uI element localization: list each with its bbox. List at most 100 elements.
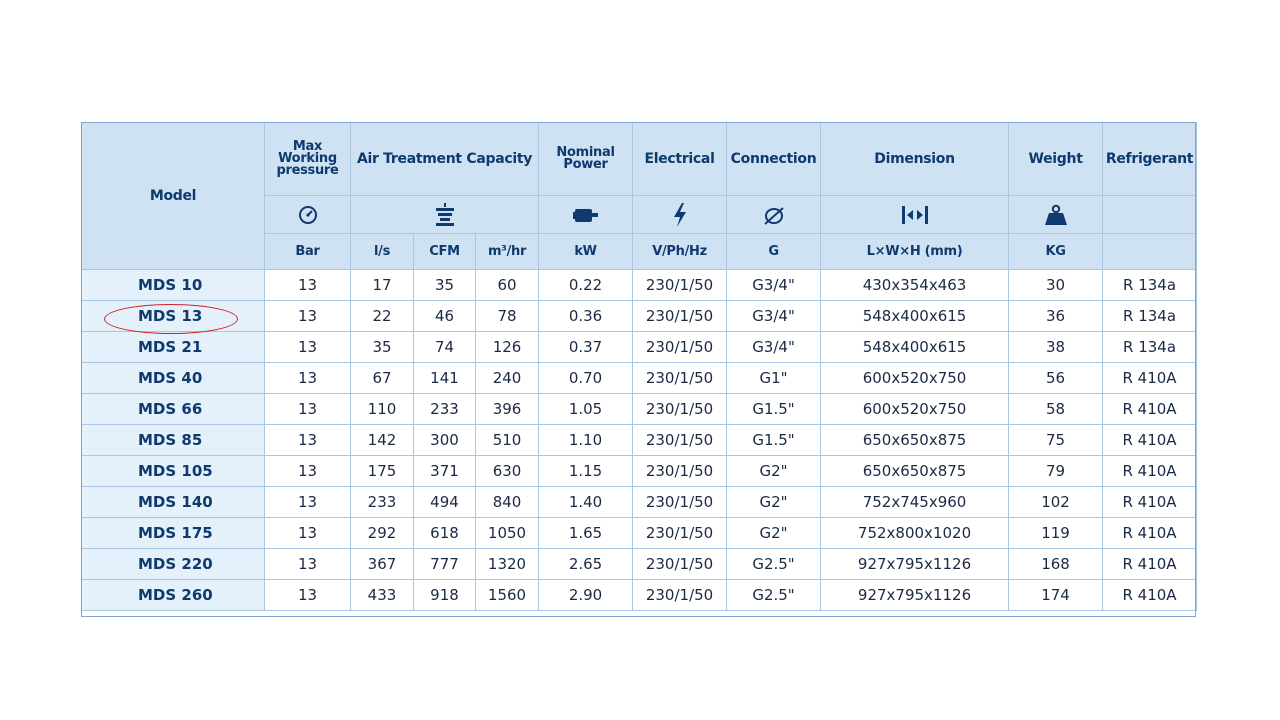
cell-model: MDS 175 [81,517,265,549]
cell-weight: 174 [1008,579,1104,611]
cell-connection: G3/4" [726,300,822,332]
cell-flow-cfm: 35 [413,269,476,301]
cell-electrical: 230/1/50 [632,331,728,363]
cell-power: 0.70 [538,362,634,394]
header-electrical: Electrical [632,122,728,196]
cell-flow-m3hr: 840 [474,486,540,518]
cell-flow-lps: 233 [350,486,414,518]
cell-electrical: 230/1/50 [632,548,728,580]
header-weight: Weight [1008,122,1104,196]
header-pressure-line2: Working [278,151,337,166]
cell-flow-cfm: 74 [413,331,476,363]
cell-flow-lps: 292 [350,517,414,549]
cell-model: MDS 260 [81,579,265,611]
cell-connection: G2" [726,517,822,549]
cell-flow-m3hr: 1050 [474,517,540,549]
cell-flow-lps: 67 [350,362,414,394]
cell-flow-cfm: 300 [413,424,476,456]
table-row: MDS 13 13 22 46 78 0.36 230/1/50 G3/4" 548x400x6… [81,300,1198,332]
header-pressure: Max Working pressure [264,122,351,196]
cell-model: MDS 220 [81,548,265,580]
cell-dimension: 927x795x1126 [820,548,1010,580]
cell-electrical: 230/1/50 [632,424,728,456]
cell-weight: 168 [1008,548,1104,580]
cell-flow-cfm: 46 [413,300,476,332]
cell-weight: 102 [1008,486,1104,518]
cell-model: MDS 85 [81,424,265,456]
cell-electrical: 230/1/50 [632,579,728,611]
cell-flow-cfm: 371 [413,455,476,487]
cell-dimension: 927x795x1126 [820,579,1010,611]
cell-power: 2.65 [538,548,634,580]
cell-dimension: 650x650x875 [820,424,1010,456]
cell-electrical: 230/1/50 [632,486,728,518]
cell-flow-m3hr: 240 [474,362,540,394]
cell-model: MDS 13 [81,300,265,332]
cell-weight: 30 [1008,269,1104,301]
cell-electrical: 230/1/50 [632,455,728,487]
cell-power: 1.40 [538,486,634,518]
cell-flow-m3hr: 60 [474,269,540,301]
unit-weight: KG [1008,233,1104,270]
gauge-icon [264,195,351,234]
cell-weight: 79 [1008,455,1104,487]
cell-connection: G2" [726,455,822,487]
cell-dimension: 650x650x875 [820,455,1010,487]
lightning-icon [632,195,728,234]
cell-pressure: 13 [264,486,351,518]
cell-flow-m3hr: 1320 [474,548,540,580]
header-power-line2: Power [563,157,608,172]
cell-connection: G2.5" [726,548,822,580]
header-power: Nominal Power [538,122,634,196]
table-row: MDS 140 13 233 494 840 1.40 230/1/50 G2" 752x745… [81,486,1198,518]
cell-connection: G1.5" [726,424,822,456]
cell-connection: G2.5" [726,579,822,611]
table-row: MDS 85 13 142 300 510 1.10 230/1/50 G1.5" 650x65… [81,424,1198,456]
cell-connection: G3/4" [726,269,822,301]
cell-flow-lps: 110 [350,393,414,425]
cell-flow-lps: 175 [350,455,414,487]
cell-flow-cfm: 918 [413,579,476,611]
cell-dimension: 548x400x615 [820,300,1010,332]
cell-pressure: 13 [264,424,351,456]
unit-m3hr: m³/hr [474,233,540,270]
table-row: MDS 10 13 17 35 60 0.22 230/1/50 G3/4" 430x354x4… [81,269,1198,301]
thread-icon [726,195,822,234]
unit-dimension: L×W×H (mm) [820,233,1010,270]
refrigerant-icon-blank [1102,195,1198,234]
cell-electrical: 230/1/50 [632,393,728,425]
header-pressure-line1: Max [292,139,323,154]
header-model: Model [81,122,265,270]
cell-flow-m3hr: 126 [474,331,540,363]
cell-flow-lps: 17 [350,269,414,301]
spec-table-body: MDS 10 13 17 35 60 0.22 230/1/50 G3/4" 430x354x4… [81,269,1198,611]
cell-weight: 38 [1008,331,1104,363]
cell-flow-lps: 142 [350,424,414,456]
cell-flow-m3hr: 396 [474,393,540,425]
table-row: MDS 105 13 175 371 630 1.15 230/1/50 G2" 650x650… [81,455,1198,487]
cell-flow-lps: 22 [350,300,414,332]
header-dimension: Dimension [820,122,1010,196]
table-row: MDS 220 13 367 777 1320 2.65 230/1/50 G2.5" 927x… [81,548,1198,580]
unit-lps: l/s [350,233,414,270]
cell-refrigerant: R 410A [1102,455,1198,487]
cell-dimension: 752x745x960 [820,486,1010,518]
cell-pressure: 13 [264,300,351,332]
table-row: MDS 66 13 110 233 396 1.05 230/1/50 G1.5" 600x52… [81,393,1198,425]
cell-weight: 75 [1008,424,1104,456]
cell-model: MDS 66 [81,393,265,425]
cell-weight: 58 [1008,393,1104,425]
spec-table-container: Model Max Working pressure Air Treatment… [81,122,1198,617]
cell-power: 1.15 [538,455,634,487]
cell-electrical: 230/1/50 [632,300,728,332]
cell-refrigerant: R 410A [1102,486,1198,518]
cell-flow-cfm: 777 [413,548,476,580]
cell-power: 1.65 [538,517,634,549]
header-capacity: Air Treatment Capacity [349,122,540,196]
unit-refrigerant-blank [1102,233,1198,270]
cell-pressure: 13 [264,548,351,580]
filter-icon [349,195,540,234]
header-power-line1: Nominal [556,145,615,160]
cell-refrigerant: R 410A [1102,393,1198,425]
unit-cfm: CFM [413,233,476,270]
